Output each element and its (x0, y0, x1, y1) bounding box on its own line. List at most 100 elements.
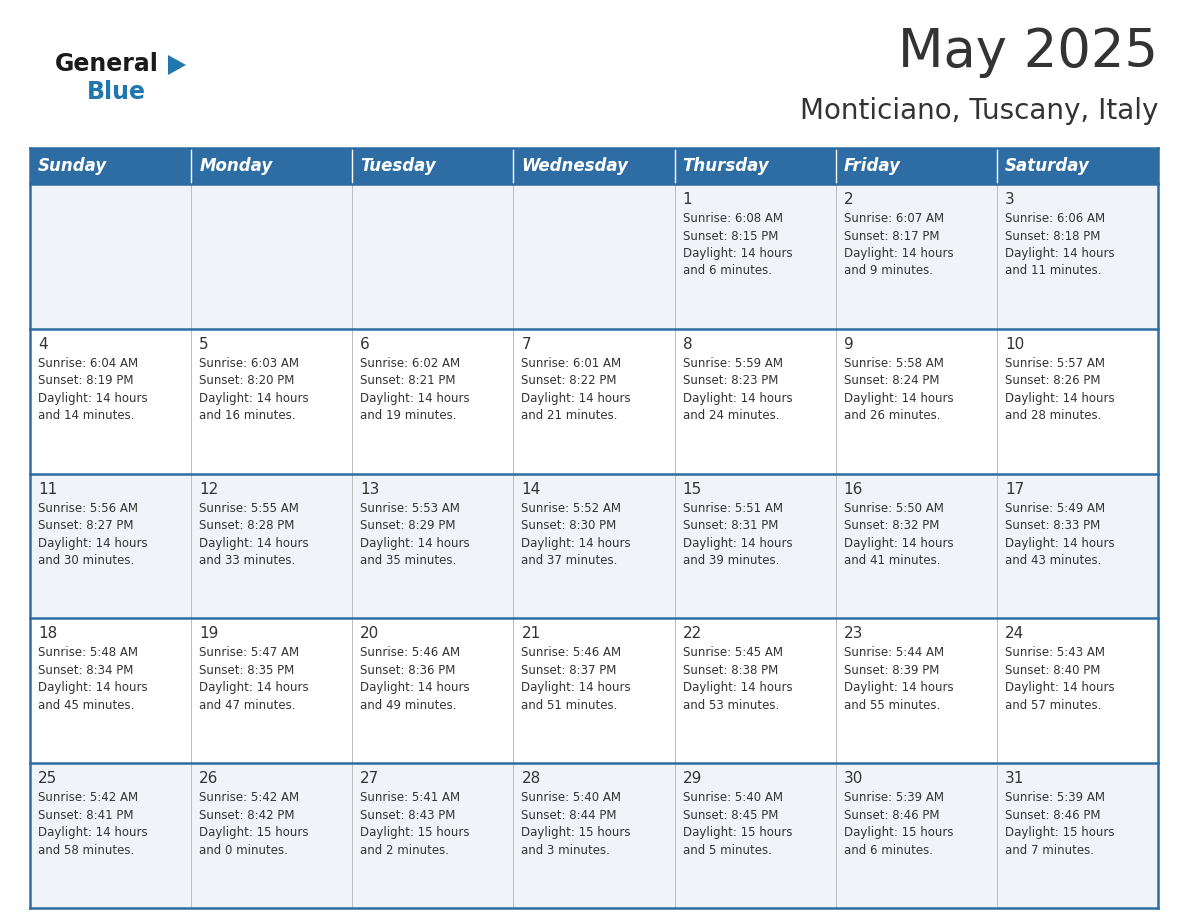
Text: Sunday: Sunday (38, 157, 107, 175)
Bar (997, 619, 1158, 763)
Text: Friday: Friday (843, 157, 901, 175)
Text: 1: 1 (683, 192, 693, 207)
Text: Sunrise: 5:47 AM
Sunset: 8:35 PM
Daylight: 14 hours
and 47 minutes.: Sunrise: 5:47 AM Sunset: 8:35 PM Dayligh… (200, 646, 309, 711)
Bar (353, 329, 513, 474)
Text: Sunrise: 6:08 AM
Sunset: 8:15 PM
Daylight: 14 hours
and 6 minutes.: Sunrise: 6:08 AM Sunset: 8:15 PM Dayligh… (683, 212, 792, 277)
Text: Sunrise: 5:43 AM
Sunset: 8:40 PM
Daylight: 14 hours
and 57 minutes.: Sunrise: 5:43 AM Sunset: 8:40 PM Dayligh… (1005, 646, 1114, 711)
Text: Sunrise: 5:51 AM
Sunset: 8:31 PM
Daylight: 14 hours
and 39 minutes.: Sunrise: 5:51 AM Sunset: 8:31 PM Dayligh… (683, 501, 792, 567)
Text: 2: 2 (843, 192, 853, 207)
Bar (513, 184, 675, 329)
Text: Sunrise: 5:53 AM
Sunset: 8:29 PM
Daylight: 14 hours
and 35 minutes.: Sunrise: 5:53 AM Sunset: 8:29 PM Dayligh… (360, 501, 470, 567)
Text: 5: 5 (200, 337, 209, 352)
Text: 28: 28 (522, 771, 541, 786)
Text: 15: 15 (683, 482, 702, 497)
Bar (191, 474, 353, 619)
Polygon shape (168, 55, 187, 75)
Text: Sunrise: 5:40 AM
Sunset: 8:44 PM
Daylight: 15 hours
and 3 minutes.: Sunrise: 5:40 AM Sunset: 8:44 PM Dayligh… (522, 791, 631, 856)
Text: Sunrise: 5:39 AM
Sunset: 8:46 PM
Daylight: 15 hours
and 6 minutes.: Sunrise: 5:39 AM Sunset: 8:46 PM Dayligh… (843, 791, 953, 856)
Bar (191, 763, 353, 908)
Bar (997, 474, 1158, 619)
Text: 14: 14 (522, 482, 541, 497)
Text: Sunrise: 5:42 AM
Sunset: 8:41 PM
Daylight: 14 hours
and 58 minutes.: Sunrise: 5:42 AM Sunset: 8:41 PM Dayligh… (38, 791, 147, 856)
Bar (513, 148, 675, 184)
Bar (30, 329, 191, 474)
Text: Sunrise: 5:46 AM
Sunset: 8:37 PM
Daylight: 14 hours
and 51 minutes.: Sunrise: 5:46 AM Sunset: 8:37 PM Dayligh… (522, 646, 631, 711)
Bar (191, 184, 353, 329)
Text: 7: 7 (522, 337, 531, 352)
Text: 10: 10 (1005, 337, 1024, 352)
Bar (675, 329, 835, 474)
Text: Sunrise: 5:57 AM
Sunset: 8:26 PM
Daylight: 14 hours
and 28 minutes.: Sunrise: 5:57 AM Sunset: 8:26 PM Dayligh… (1005, 357, 1114, 422)
Text: Sunrise: 5:56 AM
Sunset: 8:27 PM
Daylight: 14 hours
and 30 minutes.: Sunrise: 5:56 AM Sunset: 8:27 PM Dayligh… (38, 501, 147, 567)
Text: Blue: Blue (87, 80, 146, 104)
Text: Tuesday: Tuesday (360, 157, 436, 175)
Text: Saturday: Saturday (1005, 157, 1089, 175)
Text: 19: 19 (200, 626, 219, 642)
Text: Sunrise: 5:52 AM
Sunset: 8:30 PM
Daylight: 14 hours
and 37 minutes.: Sunrise: 5:52 AM Sunset: 8:30 PM Dayligh… (522, 501, 631, 567)
Text: Sunrise: 6:03 AM
Sunset: 8:20 PM
Daylight: 14 hours
and 16 minutes.: Sunrise: 6:03 AM Sunset: 8:20 PM Dayligh… (200, 357, 309, 422)
Bar (353, 148, 513, 184)
Text: 11: 11 (38, 482, 57, 497)
Text: 22: 22 (683, 626, 702, 642)
Bar (675, 474, 835, 619)
Text: 31: 31 (1005, 771, 1024, 786)
Text: Sunrise: 5:42 AM
Sunset: 8:42 PM
Daylight: 15 hours
and 0 minutes.: Sunrise: 5:42 AM Sunset: 8:42 PM Dayligh… (200, 791, 309, 856)
Bar (353, 763, 513, 908)
Text: Thursday: Thursday (683, 157, 770, 175)
Text: Sunrise: 6:02 AM
Sunset: 8:21 PM
Daylight: 14 hours
and 19 minutes.: Sunrise: 6:02 AM Sunset: 8:21 PM Dayligh… (360, 357, 470, 422)
Bar (513, 763, 675, 908)
Bar (675, 184, 835, 329)
Text: Sunrise: 6:01 AM
Sunset: 8:22 PM
Daylight: 14 hours
and 21 minutes.: Sunrise: 6:01 AM Sunset: 8:22 PM Dayligh… (522, 357, 631, 422)
Text: 24: 24 (1005, 626, 1024, 642)
Bar (997, 763, 1158, 908)
Bar (191, 329, 353, 474)
Bar (835, 763, 997, 908)
Text: Sunrise: 5:58 AM
Sunset: 8:24 PM
Daylight: 14 hours
and 26 minutes.: Sunrise: 5:58 AM Sunset: 8:24 PM Dayligh… (843, 357, 954, 422)
Text: Sunrise: 5:45 AM
Sunset: 8:38 PM
Daylight: 14 hours
and 53 minutes.: Sunrise: 5:45 AM Sunset: 8:38 PM Dayligh… (683, 646, 792, 711)
Text: 25: 25 (38, 771, 57, 786)
Bar (835, 148, 997, 184)
Bar (835, 184, 997, 329)
Bar (30, 148, 191, 184)
Text: Sunrise: 5:39 AM
Sunset: 8:46 PM
Daylight: 15 hours
and 7 minutes.: Sunrise: 5:39 AM Sunset: 8:46 PM Dayligh… (1005, 791, 1114, 856)
Text: Monday: Monday (200, 157, 272, 175)
Bar (835, 329, 997, 474)
Text: 9: 9 (843, 337, 853, 352)
Bar (835, 619, 997, 763)
Text: 18: 18 (38, 626, 57, 642)
Text: General: General (55, 52, 159, 76)
Text: Sunrise: 5:59 AM
Sunset: 8:23 PM
Daylight: 14 hours
and 24 minutes.: Sunrise: 5:59 AM Sunset: 8:23 PM Dayligh… (683, 357, 792, 422)
Text: 23: 23 (843, 626, 864, 642)
Text: Sunrise: 5:44 AM
Sunset: 8:39 PM
Daylight: 14 hours
and 55 minutes.: Sunrise: 5:44 AM Sunset: 8:39 PM Dayligh… (843, 646, 954, 711)
Text: Sunrise: 5:41 AM
Sunset: 8:43 PM
Daylight: 15 hours
and 2 minutes.: Sunrise: 5:41 AM Sunset: 8:43 PM Dayligh… (360, 791, 469, 856)
Bar (675, 763, 835, 908)
Text: 30: 30 (843, 771, 864, 786)
Bar (353, 184, 513, 329)
Bar (997, 329, 1158, 474)
Text: 20: 20 (360, 626, 380, 642)
Bar (30, 184, 191, 329)
Text: Wednesday: Wednesday (522, 157, 628, 175)
Text: Sunrise: 5:50 AM
Sunset: 8:32 PM
Daylight: 14 hours
and 41 minutes.: Sunrise: 5:50 AM Sunset: 8:32 PM Dayligh… (843, 501, 954, 567)
Text: 21: 21 (522, 626, 541, 642)
Text: 17: 17 (1005, 482, 1024, 497)
Bar (30, 619, 191, 763)
Bar (513, 474, 675, 619)
Text: 13: 13 (360, 482, 380, 497)
Bar (513, 329, 675, 474)
Bar (30, 474, 191, 619)
Bar (191, 619, 353, 763)
Text: May 2025: May 2025 (898, 26, 1158, 78)
Bar (353, 474, 513, 619)
Bar (30, 763, 191, 908)
Text: 6: 6 (360, 337, 371, 352)
Text: Monticiano, Tuscany, Italy: Monticiano, Tuscany, Italy (800, 97, 1158, 125)
Bar (513, 619, 675, 763)
Text: Sunrise: 5:49 AM
Sunset: 8:33 PM
Daylight: 14 hours
and 43 minutes.: Sunrise: 5:49 AM Sunset: 8:33 PM Dayligh… (1005, 501, 1114, 567)
Text: Sunrise: 5:55 AM
Sunset: 8:28 PM
Daylight: 14 hours
and 33 minutes.: Sunrise: 5:55 AM Sunset: 8:28 PM Dayligh… (200, 501, 309, 567)
Text: Sunrise: 5:46 AM
Sunset: 8:36 PM
Daylight: 14 hours
and 49 minutes.: Sunrise: 5:46 AM Sunset: 8:36 PM Dayligh… (360, 646, 470, 711)
Text: 4: 4 (38, 337, 48, 352)
Text: Sunrise: 5:40 AM
Sunset: 8:45 PM
Daylight: 15 hours
and 5 minutes.: Sunrise: 5:40 AM Sunset: 8:45 PM Dayligh… (683, 791, 792, 856)
Text: 16: 16 (843, 482, 864, 497)
Text: 29: 29 (683, 771, 702, 786)
